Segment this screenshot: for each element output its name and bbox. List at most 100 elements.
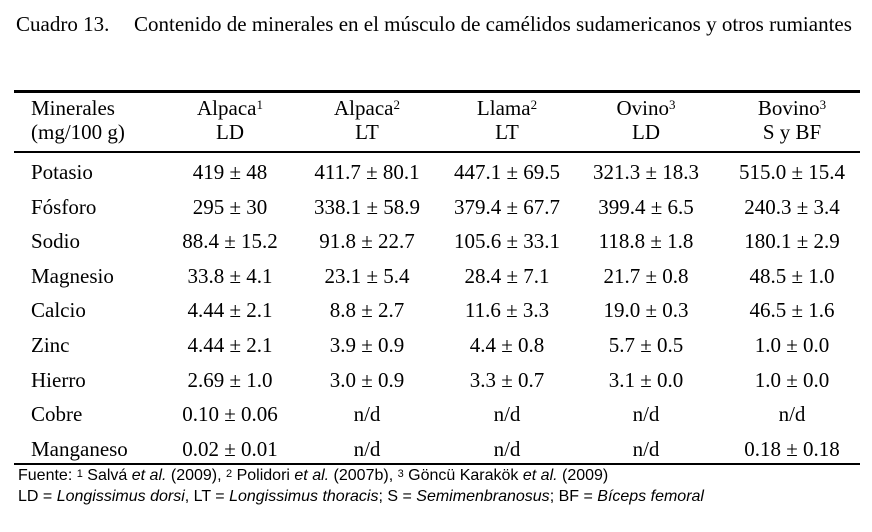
column-header: Ovino3 LD	[571, 96, 721, 144]
bottom-rule	[14, 463, 860, 465]
mineral-name: Manganeso	[31, 436, 128, 461]
footnote-sup-1: 1	[76, 468, 83, 480]
table-cell: 33.8 ± 4.1	[187, 263, 273, 288]
table-row: Sodio 88.4 ± 15.2 91.8 ± 22.7 105.6 ± 33.1 1…	[0, 229, 872, 263]
table-cell: 91.8 ± 22.7	[319, 229, 415, 254]
abbr-bf: ; BF =	[549, 488, 598, 505]
mineral-name: Fósforo	[31, 194, 97, 219]
footnote-ref1: Salvá	[82, 467, 132, 484]
header-minerales-line2: (mg/100 g)	[31, 120, 125, 144]
table-cell: 2.69 ± 1.0	[187, 367, 273, 392]
footnote-ref1-year: (2009),	[166, 467, 227, 484]
footnote-sources: Fuente: 1 Salvá et al. (2009), 2 Polidor…	[18, 466, 608, 486]
table-row: Potasio 419 ± 48 411.7 ± 80.1 447.1 ± 69.5 3…	[0, 160, 872, 194]
footnote-ref2: Polidori	[232, 467, 295, 484]
table-cell: 379.4 ± 67.7	[453, 194, 561, 219]
table-cell: 28.4 ± 7.1	[464, 263, 550, 288]
column-header: Alpaca1 LD	[155, 96, 305, 144]
column-header-name: Llama2	[476, 96, 538, 120]
table-cell: 3.9 ± 0.9	[329, 333, 405, 357]
table-cell: 8.8 ± 2.7	[329, 298, 405, 323]
column-header-sup: 3	[819, 97, 827, 112]
table-row: Fósforo 295 ± 30 338.1 ± 58.9 379.4 ± 67.7 3…	[0, 195, 872, 229]
table-cell: 23.1 ± 5.4	[324, 263, 410, 288]
table-cell: n/d	[778, 402, 806, 427]
footnote-ref2-etal: et al.	[294, 467, 330, 484]
caption-text: Contenido de minerales en el músculo de …	[134, 12, 852, 36]
footnote-sup-2: 2	[226, 468, 233, 480]
table-cell: 46.5 ± 1.6	[749, 298, 835, 323]
table-cell: 1.0 ± 0.0	[754, 367, 830, 392]
abbr-ld: LD =	[18, 488, 57, 505]
mineral-name: Sodio	[31, 229, 81, 254]
table-cell: 118.8 ± 1.8	[598, 229, 694, 254]
table-cell: 48.5 ± 1.0	[749, 263, 835, 288]
top-rule	[14, 90, 860, 93]
footnote-ref1-etal: et al.	[131, 467, 167, 484]
table-cell: 21.7 ± 0.8	[603, 263, 689, 288]
column-header-sup: 3	[669, 97, 676, 112]
abbr-ld-name: Longissimus dorsi	[56, 488, 185, 505]
table-row: Magnesio 33.8 ± 4.1 23.1 ± 5.4 28.4 ± 7.1 21…	[0, 264, 872, 298]
table-cell: 19.0 ± 0.3	[603, 298, 689, 323]
column-header-sub: LT	[355, 120, 379, 144]
table-cell: 240.3 ± 3.4	[744, 194, 840, 219]
mineral-name: Potasio	[31, 160, 93, 184]
column-header-sup: 2	[393, 97, 400, 112]
table-cell: 4.44 ± 2.1	[187, 333, 273, 357]
table-cell: 0.18 ± 0.18	[744, 436, 840, 461]
column-header-sub: LT	[495, 120, 519, 144]
abbr-s-name: Semimenbranosus	[416, 488, 550, 505]
table-cell: 295 ± 30	[192, 194, 268, 219]
footnote-ref2-year: (2007b),	[329, 467, 398, 484]
mineral-name: Calcio	[31, 298, 86, 323]
table-cell: 1.0 ± 0.0	[754, 333, 830, 357]
table-cell: 399.4 ± 6.5	[598, 194, 694, 219]
table-cell: 105.6 ± 33.1	[453, 229, 561, 254]
table-cell: 447.1 ± 69.5	[453, 160, 561, 184]
caption-label: Cuadro 13.	[16, 12, 110, 36]
footnote-sup-3: 3	[397, 468, 404, 480]
table-cell: n/d	[632, 402, 660, 427]
table-cell: n/d	[353, 436, 381, 461]
column-header: Llama2 LT	[432, 96, 582, 144]
column-header-name: Ovino3	[616, 96, 676, 120]
table-cell: n/d	[632, 436, 660, 461]
column-header-sup: 2	[530, 97, 538, 112]
footnote-ref3-etal: et al.	[522, 467, 558, 484]
table-cell: n/d	[493, 436, 521, 461]
column-header-name: Bovino3	[757, 96, 827, 120]
table-cell: 180.1 ± 2.9	[744, 229, 840, 254]
table-cell: 3.0 ± 0.9	[329, 367, 405, 392]
footnote-abbreviations: LD = Longissimus dorsi, LT = Longissimus…	[18, 487, 704, 507]
table-row: Calcio 4.44 ± 2.1 8.8 ± 2.7 11.6 ± 3.3 19.0 …	[0, 298, 872, 332]
abbr-s: ; S =	[378, 488, 417, 505]
header-rule	[14, 151, 860, 153]
abbr-lt: , LT =	[184, 488, 230, 505]
table-cell: 0.10 ± 0.06	[182, 402, 278, 427]
column-header-sub: LD	[632, 120, 660, 144]
table-cell: 5.7 ± 0.5	[608, 333, 684, 357]
mineral-name: Zinc	[31, 333, 70, 357]
mineral-name: Cobre	[31, 402, 83, 427]
table-cell: 3.3 ± 0.7	[469, 367, 545, 392]
table-cell: 515.0 ± 15.4	[738, 160, 846, 184]
mineral-name: Hierro	[31, 367, 86, 392]
table-cell: 88.4 ± 15.2	[182, 229, 278, 254]
table-row: Manganeso 0.02 ± 0.01 n/d n/d n/d 0.18 ± 0.18	[0, 437, 872, 471]
table-cell: 419 ± 48	[192, 160, 268, 184]
footnote-ref3: Göncü Karakök	[403, 467, 523, 484]
column-header: Alpaca2 LT	[292, 96, 442, 144]
column-header-sub: LD	[216, 120, 244, 144]
abbr-lt-name: Longissimus thoracis	[229, 488, 379, 505]
footnote-ref3-year: (2009)	[557, 467, 609, 484]
table-cell: n/d	[353, 402, 381, 427]
table-cell: 321.3 ± 18.3	[592, 160, 700, 184]
column-header-name: Alpaca2	[334, 96, 400, 120]
footnote-prefix: Fuente:	[18, 467, 77, 484]
table-row: Cobre 0.10 ± 0.06 n/d n/d n/d n/d	[0, 402, 872, 436]
table-cell: 338.1 ± 58.9	[313, 194, 421, 219]
table-cell: 3.1 ± 0.0	[608, 367, 684, 392]
table-cell: 11.6 ± 3.3	[464, 298, 550, 323]
table-cell: 4.44 ± 2.1	[187, 298, 273, 323]
